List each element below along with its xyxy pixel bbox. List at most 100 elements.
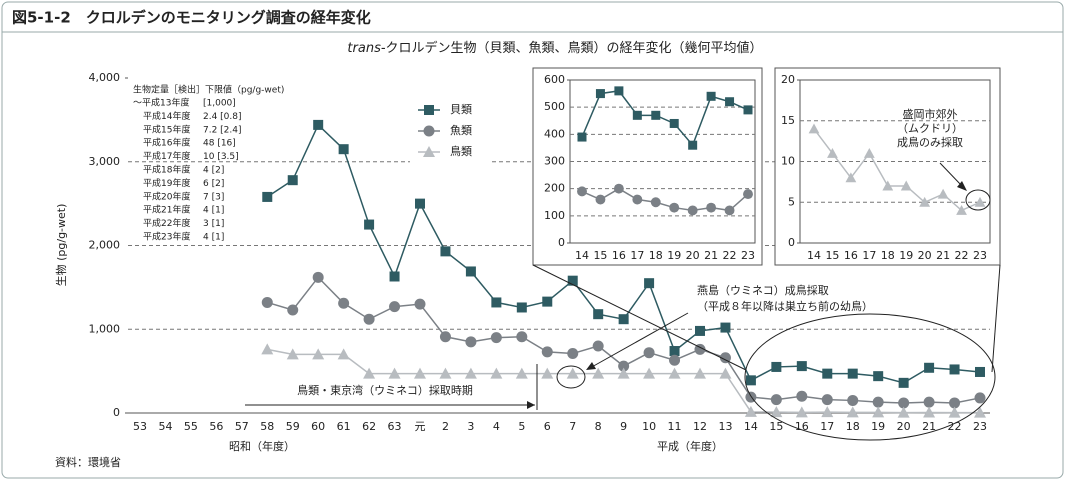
marker bbox=[949, 397, 961, 409]
marker bbox=[261, 296, 273, 308]
x-tick-label: 6 bbox=[544, 420, 551, 433]
marker bbox=[414, 367, 426, 379]
annotation: 盛岡市郊外 bbox=[903, 107, 958, 121]
marker bbox=[592, 367, 605, 379]
marker bbox=[287, 304, 299, 316]
note-label: 平成22年度 bbox=[143, 217, 190, 229]
x-tick-label: 20 bbox=[686, 249, 700, 262]
note-label: 平成14年度 bbox=[143, 110, 190, 122]
x-tick-label: 13 bbox=[718, 420, 732, 433]
marker bbox=[898, 377, 909, 388]
marker bbox=[668, 367, 681, 379]
note-value: 10 [3.5] bbox=[203, 152, 239, 162]
annotations: 鳥類・東京湾（ウミネコ）採取時期 燕島（ウミネコ）成鳥採取 （平成８年以降は巣立… bbox=[245, 107, 1001, 441]
y-tick-label: 0 bbox=[788, 236, 795, 249]
x-axis-label: 昭和（年度） bbox=[229, 439, 295, 453]
series-line bbox=[581, 187, 749, 212]
inset-frame bbox=[532, 67, 763, 266]
marker bbox=[516, 302, 527, 313]
y-tick-label: 2,000 bbox=[89, 239, 121, 252]
x-tick-label: 55 bbox=[184, 420, 198, 433]
x-tick-label: 18 bbox=[649, 249, 663, 262]
marker bbox=[719, 367, 732, 379]
marker bbox=[974, 406, 986, 418]
x-tick-label: 22 bbox=[948, 420, 962, 433]
marker bbox=[465, 266, 476, 277]
note-value: [1,000] bbox=[203, 99, 236, 109]
note-label: 平成18年度 bbox=[143, 164, 190, 176]
annotation-arrow bbox=[589, 312, 689, 369]
marker bbox=[592, 340, 604, 352]
x-tick-label: 21 bbox=[704, 249, 718, 262]
connector bbox=[991, 264, 1001, 373]
x-tick-label: 18 bbox=[881, 249, 895, 262]
marker bbox=[695, 325, 705, 336]
marker bbox=[439, 367, 452, 379]
note-label: 平成21年度 bbox=[143, 204, 190, 216]
x-tick-label: 8 bbox=[595, 420, 602, 433]
x-tick-label: 59 bbox=[286, 420, 300, 433]
marker bbox=[687, 205, 698, 216]
y-tick-label: 5 bbox=[788, 195, 795, 208]
marker bbox=[577, 186, 587, 197]
marker bbox=[847, 394, 859, 406]
x-tick-label: 17 bbox=[630, 249, 644, 262]
annotation-ellipse bbox=[965, 189, 991, 211]
x-axis-label: 平成（年度） bbox=[657, 439, 723, 453]
marker bbox=[618, 314, 629, 325]
marker bbox=[313, 119, 324, 130]
y-tick-label: 10 bbox=[781, 155, 795, 168]
marker bbox=[719, 352, 731, 364]
marker bbox=[440, 246, 451, 257]
note-label: 平成15年度 bbox=[143, 123, 190, 135]
arrow-head bbox=[586, 362, 596, 370]
marker bbox=[900, 180, 912, 191]
x-tick-label: 60 bbox=[311, 420, 325, 433]
y-tick-label: 600 bbox=[544, 73, 565, 86]
marker bbox=[669, 118, 679, 128]
marker bbox=[618, 360, 630, 372]
marker bbox=[898, 397, 910, 409]
y-tick-label: 3,000 bbox=[89, 155, 121, 168]
x-tick-label: 2 bbox=[442, 420, 449, 433]
marker bbox=[614, 86, 624, 96]
marker bbox=[744, 405, 757, 417]
marker bbox=[364, 219, 375, 230]
marker bbox=[595, 194, 606, 205]
subtitle-text: クロルデン生物（貝類、魚類、鳥類）の経年変化（幾何平均値） bbox=[386, 40, 763, 56]
marker bbox=[822, 368, 833, 379]
connector bbox=[532, 264, 747, 371]
marker bbox=[923, 396, 935, 408]
marker bbox=[706, 202, 717, 213]
x-tick-label: 61 bbox=[337, 420, 351, 433]
marker bbox=[770, 406, 783, 418]
marker bbox=[363, 313, 375, 325]
subtitle: trans-クロルデン生物（貝類、魚類、鳥類）の経年変化（幾何平均値） bbox=[347, 40, 762, 56]
marker bbox=[650, 197, 661, 208]
x-tick-label: 9 bbox=[620, 420, 627, 433]
marker bbox=[796, 390, 808, 402]
x-tick-label: 15 bbox=[825, 249, 839, 262]
marker bbox=[873, 371, 884, 382]
marker bbox=[821, 394, 833, 406]
annotation: （平成８年以降は巣立ち前の幼鳥） bbox=[697, 299, 873, 313]
marker bbox=[669, 346, 680, 357]
marker bbox=[312, 348, 325, 360]
marker bbox=[743, 189, 753, 200]
marker bbox=[669, 202, 680, 213]
marker bbox=[975, 366, 985, 377]
x-tick-label: 15 bbox=[593, 249, 607, 262]
x-tick-label: 16 bbox=[612, 249, 626, 262]
marker bbox=[937, 188, 949, 199]
source: 資料：環境省 bbox=[55, 455, 121, 469]
annotation: 成鳥のみ採取 bbox=[897, 135, 963, 149]
x-tick-label: 21 bbox=[936, 249, 950, 262]
marker bbox=[882, 180, 894, 191]
x-tick-label: 20 bbox=[918, 249, 932, 262]
marker bbox=[595, 89, 605, 99]
x-tick-label: 4 bbox=[493, 420, 500, 433]
marker bbox=[423, 146, 435, 157]
marker bbox=[795, 406, 808, 418]
marker bbox=[771, 361, 782, 372]
marker bbox=[491, 297, 502, 308]
